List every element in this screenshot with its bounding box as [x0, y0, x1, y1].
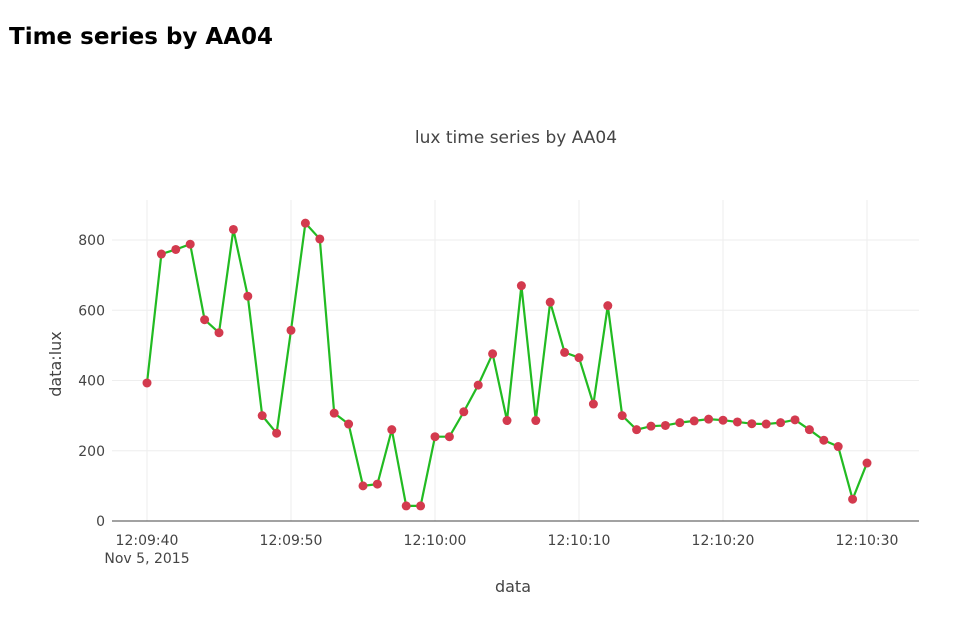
data-point[interactable]	[200, 315, 210, 325]
data-point[interactable]	[488, 349, 498, 359]
y-tick-label: 200	[78, 444, 105, 460]
data-point[interactable]	[430, 432, 440, 442]
x-date-label: Nov 5, 2015	[104, 551, 189, 567]
data-point[interactable]	[344, 419, 354, 429]
data-point[interactable]	[819, 435, 829, 445]
data-point[interactable]	[315, 234, 325, 244]
data-point[interactable]	[300, 218, 310, 228]
data-point[interactable]	[272, 428, 282, 438]
data-point[interactable]	[704, 414, 714, 424]
x-tick-label: 12:10:00	[404, 533, 467, 549]
data-point[interactable]	[617, 411, 627, 421]
data-point[interactable]	[185, 239, 195, 249]
series-line	[145, 222, 869, 507]
data-point[interactable]	[516, 281, 526, 291]
data-point[interactable]	[804, 425, 814, 435]
grid-lines	[112, 200, 919, 521]
data-point[interactable]	[588, 399, 598, 409]
data-point[interactable]	[459, 407, 469, 417]
chart-title: lux time series by AA04	[415, 128, 617, 148]
data-point[interactable]	[732, 417, 742, 427]
data-point[interactable]	[689, 416, 699, 426]
y-tick-label: 800	[78, 233, 105, 249]
data-point[interactable]	[502, 416, 512, 426]
data-point[interactable]	[228, 224, 238, 234]
y-tick-label: 400	[78, 374, 105, 390]
data-point[interactable]	[214, 328, 224, 338]
data-point[interactable]	[545, 297, 555, 307]
data-point[interactable]	[632, 425, 642, 435]
data-point[interactable]	[257, 411, 267, 421]
y-tick-label: 600	[78, 303, 105, 319]
data-point[interactable]	[416, 501, 426, 511]
x-tick-label: 12:10:10	[548, 533, 611, 549]
data-point[interactable]	[387, 425, 397, 435]
data-point[interactable]	[833, 442, 843, 452]
x-tick-label: 12:09:40	[116, 533, 179, 549]
data-point[interactable]	[473, 380, 483, 390]
data-point[interactable]	[747, 419, 757, 429]
data-point[interactable]	[862, 458, 872, 468]
data-point[interactable]	[761, 419, 771, 429]
data-point[interactable]	[372, 479, 382, 489]
x-tick-label: 12:09:50	[260, 533, 323, 549]
data-point[interactable]	[243, 291, 253, 301]
x-tick-label: 12:10:20	[692, 533, 755, 549]
series-layer	[142, 218, 872, 511]
data-point[interactable]	[142, 378, 152, 388]
y-tick-label: 0	[96, 514, 105, 530]
data-point[interactable]	[286, 325, 296, 335]
data-point[interactable]	[646, 421, 656, 431]
data-point[interactable]	[660, 420, 670, 430]
data-point[interactable]	[444, 432, 454, 442]
x-axis-title: data	[495, 577, 531, 596]
tick-labels: 0 200 400 600 800 12:09:40 12:09:50 12:10:00 12:…	[78, 233, 898, 567]
y-axis-title: data:lux	[46, 331, 65, 396]
data-point[interactable]	[776, 418, 786, 428]
data-point[interactable]	[156, 249, 166, 259]
data-point[interactable]	[574, 353, 584, 363]
data-point[interactable]	[560, 347, 570, 357]
data-point[interactable]	[603, 301, 613, 311]
data-point[interactable]	[675, 418, 685, 428]
data-point[interactable]	[790, 415, 800, 425]
data-point[interactable]	[848, 494, 858, 504]
data-point[interactable]	[401, 501, 411, 511]
data-point[interactable]	[718, 415, 728, 425]
data-point[interactable]	[358, 481, 368, 491]
data-point[interactable]	[329, 408, 339, 418]
page-title: Time series by AA04	[9, 24, 274, 50]
x-tick-label: 12:10:30	[836, 533, 899, 549]
data-point[interactable]	[171, 244, 181, 254]
data-point[interactable]	[531, 416, 541, 426]
